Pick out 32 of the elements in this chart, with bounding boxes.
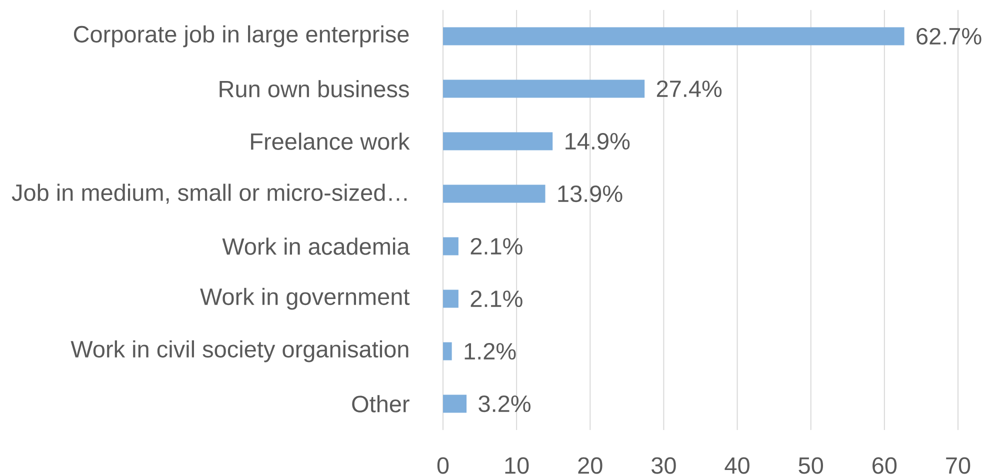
y-tick-label: Work in government: [200, 288, 410, 310]
bar: [443, 290, 458, 308]
x-tick-label: 20: [578, 457, 602, 474]
x-tick-label: 40: [724, 457, 750, 474]
bar: [443, 237, 458, 256]
y-tick-label: Run own business: [220, 80, 409, 98]
x-tick-label: 30: [652, 457, 676, 474]
bar: [443, 394, 467, 413]
y-tick-label: Corporate job in large enterprise: [74, 25, 409, 48]
x-tick-label: 60: [872, 457, 897, 474]
bar: [443, 80, 645, 98]
y-tick-label: Freelance work: [251, 132, 410, 150]
x-tick-label: 50: [798, 457, 824, 474]
x-tick-label: 0: [437, 457, 449, 474]
data-label: 27.4%: [656, 80, 722, 98]
data-label: 1.2%: [464, 342, 516, 360]
y-tick-label: Work in civil society organisation: [70, 340, 408, 362]
bar: [443, 27, 904, 46]
bar: [443, 342, 452, 360]
data-label: 14.9%: [566, 132, 630, 150]
x-tick-label: 10: [505, 457, 529, 474]
data-label: 13.9%: [558, 185, 622, 202]
data-label: 2.1%: [470, 238, 522, 255]
y-tick-label: Other: [352, 395, 410, 412]
data-label: 3.2%: [478, 395, 530, 412]
bar: [443, 184, 546, 203]
bar: [443, 132, 553, 150]
y-tick-label: Work in academia: [222, 238, 410, 255]
data-label: 62.7%: [916, 28, 982, 45]
y-tick-label: Job in medium, small or micro-sized…: [12, 184, 407, 204]
data-label: 2.1%: [470, 290, 522, 308]
x-tick-label: 70: [946, 457, 970, 474]
